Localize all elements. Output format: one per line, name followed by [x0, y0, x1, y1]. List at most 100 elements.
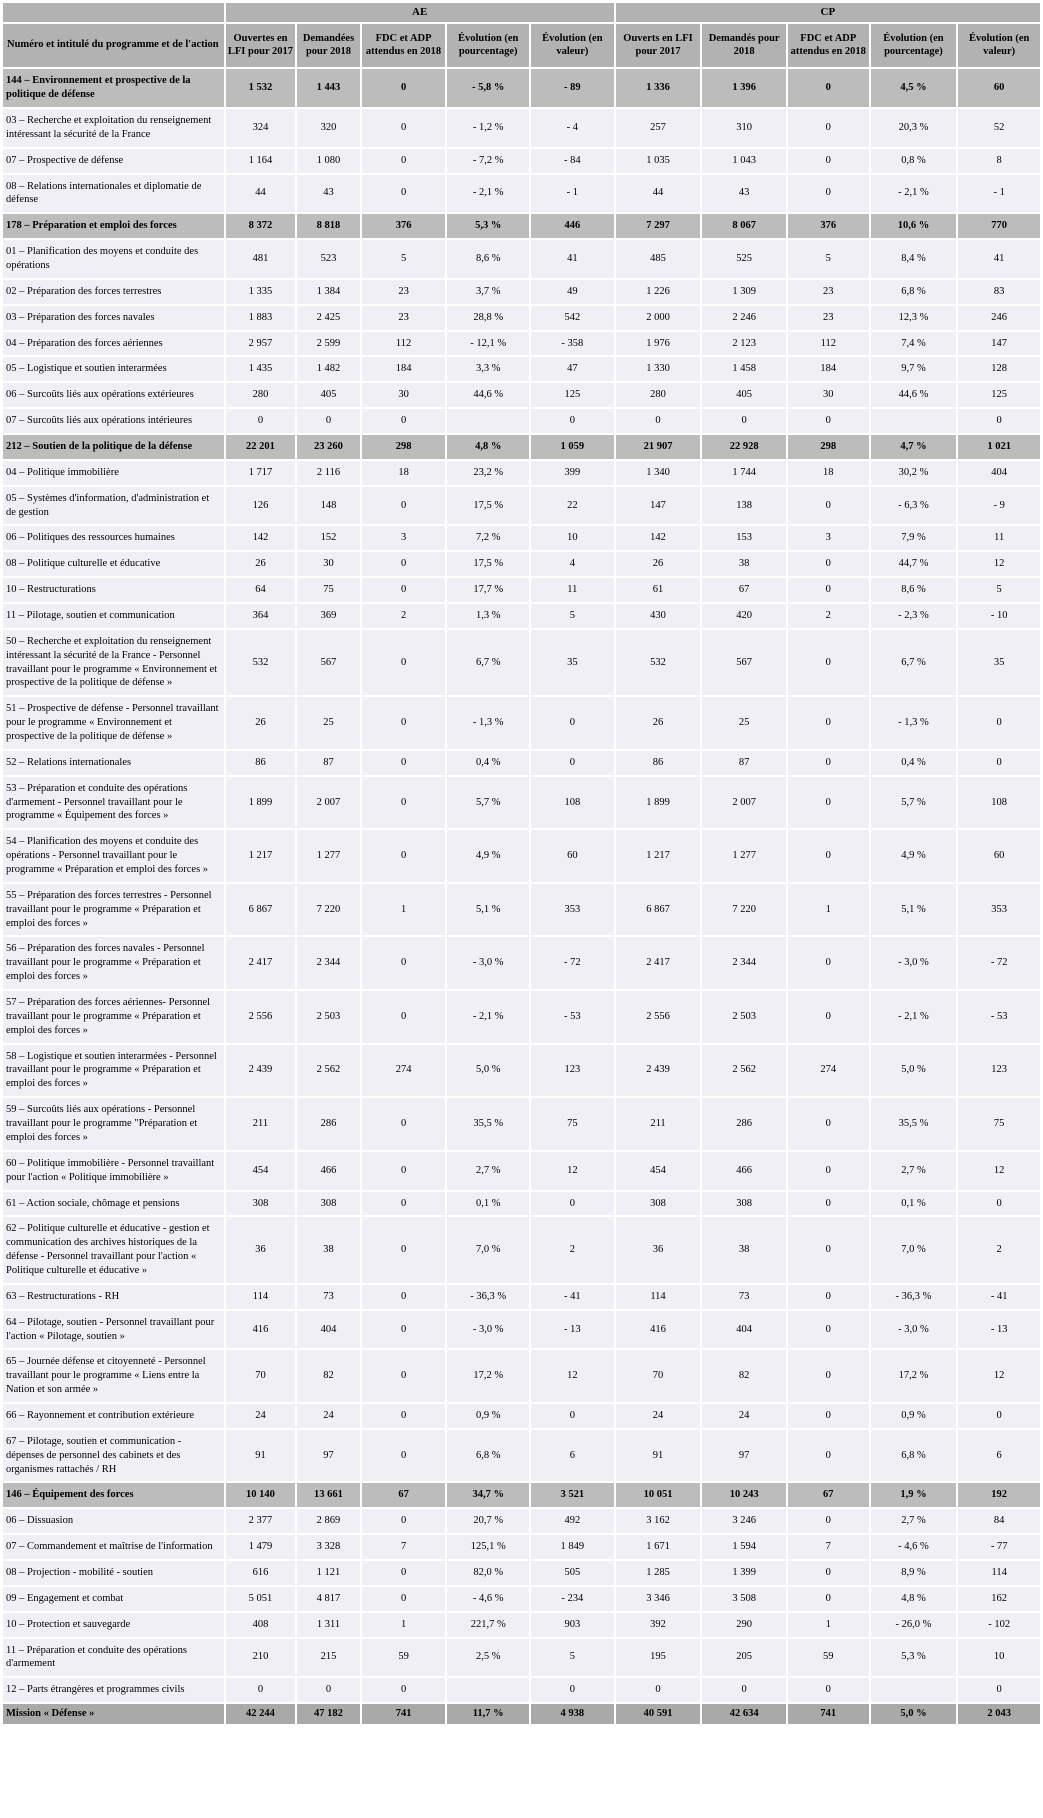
value-cell: 7,9 %: [868, 524, 959, 553]
value-cell: 5,7 %: [445, 774, 532, 831]
value-cell: 47 182: [295, 1702, 362, 1726]
table-row: 10 – Protection et sauvegarde 408 1 311 1 22…: [1, 1610, 1042, 1639]
value-cell: 3: [785, 524, 871, 553]
column-header-label: Numéro et intitulé du programme et de l'…: [1, 21, 226, 70]
value-cell: 0: [785, 172, 871, 215]
value-cell: 3 508: [700, 1584, 788, 1613]
value-cell: - 2,1 %: [868, 172, 959, 215]
value-cell: 0,4 %: [445, 748, 532, 777]
table-row: 08 – Relations internationales et diplom…: [1, 172, 1042, 215]
row-label-cell: 53 – Préparation et conduite des opérati…: [1, 774, 226, 831]
table-row: 10 – Restructurations 64 75 0 17,7 % 11 61 67 0 8…: [1, 576, 1042, 604]
value-cell: 8,9 %: [868, 1558, 959, 1587]
value-cell: 18: [785, 458, 871, 487]
value-cell: 7,2 %: [445, 524, 532, 553]
value-cell: 35: [956, 627, 1042, 698]
value-cell: 43: [295, 172, 362, 215]
row-label-cell: 03 – Recherche et exploitation du rensei…: [1, 106, 226, 149]
value-cell: 0: [785, 748, 871, 777]
value-cell: 1 899: [223, 774, 298, 831]
value-cell: 40 591: [613, 1702, 703, 1726]
value-cell: 0: [529, 407, 616, 435]
row-label-cell: 10 – Restructurations: [1, 576, 226, 604]
value-cell: 308: [613, 1189, 703, 1218]
table-row: 07 – Prospective de défense 1 164 1 080 0- …: [1, 146, 1042, 175]
value-cell: 420: [700, 602, 788, 630]
value-cell: 26: [613, 695, 703, 751]
value-cell: 52: [956, 106, 1042, 149]
value-cell: 61: [613, 576, 703, 604]
value-cell: 25: [295, 695, 362, 751]
value-cell: 0: [613, 407, 703, 435]
value-cell: 8 818: [295, 212, 362, 241]
table-row: 08 – Projection - mobilité - soutien 616 1…: [1, 1558, 1042, 1587]
row-label-cell: 62 – Politique culturelle et éducative -…: [1, 1215, 226, 1285]
value-cell: 10,6 %: [868, 212, 959, 241]
value-cell: - 53: [956, 989, 1042, 1045]
value-cell: 0: [359, 407, 448, 435]
value-cell: 17,5 %: [445, 550, 532, 579]
value-cell: 2,7 %: [868, 1149, 959, 1192]
value-cell: - 2,1 %: [445, 989, 532, 1045]
value-cell: 112: [359, 329, 448, 358]
value-cell: 5,3 %: [868, 1636, 959, 1679]
value-cell: 1 059: [529, 432, 616, 461]
table-row: 51 – Prospective de défense - Personnel …: [1, 695, 1042, 751]
value-cell: 1: [785, 881, 871, 938]
value-cell: 0,9 %: [868, 1401, 959, 1430]
value-cell: 0: [785, 146, 871, 175]
table-row: 06 – Politiques des ressources humaines 1…: [1, 524, 1042, 553]
value-cell: 112: [785, 329, 871, 358]
value-cell: 20,3 %: [868, 106, 959, 149]
value-cell: 97: [295, 1427, 362, 1484]
value-cell: 82,0 %: [445, 1558, 532, 1587]
value-cell: 246: [956, 303, 1042, 332]
value-cell: 0: [359, 576, 448, 604]
value-cell: 24: [223, 1401, 298, 1430]
row-label-cell: 63 – Restructurations - RH: [1, 1282, 226, 1311]
value-cell: - 72: [529, 935, 616, 992]
value-cell: 44: [223, 172, 298, 215]
row-label-cell: 07 – Commandement et maîtrise de l'infor…: [1, 1533, 226, 1561]
value-cell: 0: [359, 484, 448, 527]
value-cell: 26: [613, 550, 703, 579]
value-cell: 404: [295, 1308, 362, 1351]
value-cell: - 7,2 %: [445, 146, 532, 175]
value-cell: 523: [295, 238, 362, 280]
value-cell: 8 372: [223, 212, 298, 241]
table-row: 64 – Pilotage, soutien - Personnel trava…: [1, 1308, 1042, 1351]
value-cell: 274: [359, 1042, 448, 1099]
value-cell: 2 439: [223, 1042, 298, 1099]
value-cell: 10 051: [613, 1481, 703, 1510]
value-cell: 38: [700, 1215, 788, 1285]
value-cell: 5,0 %: [868, 1042, 959, 1099]
value-cell: 1 043: [700, 146, 788, 175]
column-header-ae-fdc-adp: FDC et ADP attendus en 2018: [359, 21, 448, 70]
value-cell: 0,4 %: [868, 748, 959, 777]
value-cell: 0: [359, 146, 448, 175]
row-label-cell: 08 – Projection - mobilité - soutien: [1, 1558, 226, 1587]
value-cell: 2,7 %: [868, 1507, 959, 1536]
table-row: 05 – Systèmes d'information, d'administr…: [1, 484, 1042, 527]
value-cell: 0: [359, 1215, 448, 1285]
value-cell: - 13: [956, 1308, 1042, 1351]
value-cell: - 1,3 %: [868, 695, 959, 751]
value-cell: 42 244: [223, 1702, 298, 1726]
value-cell: 376: [785, 212, 871, 241]
value-cell: 49: [529, 277, 616, 306]
value-cell: 24: [295, 1401, 362, 1430]
value-cell: 25: [700, 695, 788, 751]
value-cell: 21 907: [613, 432, 703, 461]
value-cell: 416: [613, 1308, 703, 1351]
value-cell: 1 899: [613, 774, 703, 831]
value-cell: 505: [529, 1558, 616, 1587]
value-cell: 7 297: [613, 212, 703, 241]
value-cell: 0: [359, 1676, 448, 1705]
value-cell: 1 277: [295, 828, 362, 884]
row-label-cell: 146 – Équipement des forces: [1, 1481, 226, 1510]
value-cell: 3 346: [613, 1584, 703, 1613]
value-cell: 741: [359, 1702, 448, 1726]
value-cell: 2: [956, 1215, 1042, 1285]
value-cell: 67: [700, 576, 788, 604]
row-label-cell: 67 – Pilotage, soutien et communication …: [1, 1427, 226, 1484]
